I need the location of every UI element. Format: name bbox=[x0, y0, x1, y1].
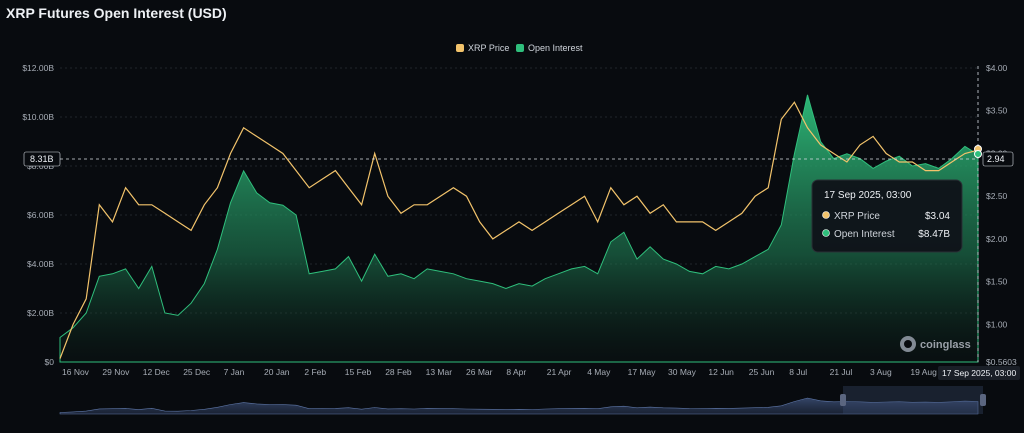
x-tick-label: 16 Nov bbox=[62, 367, 90, 377]
legend-label-oi[interactable]: Open Interest bbox=[528, 43, 583, 53]
crosshair-left-box bbox=[23, 151, 61, 167]
watermark-text: coinglass bbox=[920, 339, 971, 351]
series-open-interest-area bbox=[59, 94, 979, 363]
y-right-tick-label: $4.00 bbox=[986, 63, 1008, 73]
x-tick-label: 25 Dec bbox=[183, 367, 211, 377]
hover-point-oi bbox=[974, 150, 982, 158]
x-tick-label: 19 Aug bbox=[910, 367, 937, 377]
tooltip-price-value: $3.04 bbox=[925, 211, 950, 222]
x-tick-label: 8 Jul bbox=[789, 367, 807, 377]
tooltip-title: 17 Sep 2025, 03:00 bbox=[824, 190, 912, 201]
y-right-tick-label: $0.5603 bbox=[986, 357, 1017, 367]
y-left-tick-label: $2.00B bbox=[27, 308, 54, 318]
x-tick-label: 12 Dec bbox=[143, 367, 171, 377]
y-left-tick-label: $0 bbox=[45, 357, 55, 367]
tooltip-price-label: XRP Price bbox=[834, 211, 880, 222]
series-xrp-price-line bbox=[59, 101, 979, 359]
navigator-right-handle[interactable] bbox=[980, 394, 986, 406]
crosshair-right-label: 2.94 bbox=[987, 154, 1005, 164]
tooltip: 17 Sep 2025, 03:00 XRP Price $3.04 Open … bbox=[811, 179, 963, 253]
tooltip-oi-dot bbox=[822, 229, 830, 237]
x-tick-label: 12 Jun bbox=[708, 367, 734, 377]
x-tick-label: 7 Jan bbox=[224, 367, 245, 377]
chart-title: XRP Futures Open Interest (USD) bbox=[6, 5, 227, 21]
x-tick-label: 13 Mar bbox=[426, 367, 453, 377]
y-axis-right: $0.5603$1.00$1.50$2.00$2.50$3.00$3.50$4.… bbox=[986, 63, 1017, 367]
x-tick-label: 26 Mar bbox=[466, 367, 493, 377]
crosshair-left-label: 8.31B bbox=[30, 154, 54, 164]
crosshair-x-label: 17 Sep 2025, 03:00 bbox=[942, 368, 1016, 378]
y-right-tick-label: $2.50 bbox=[986, 191, 1008, 201]
y-left-tick-label: $6.00B bbox=[27, 210, 54, 220]
tooltip-oi-value: $8.47B bbox=[918, 229, 950, 240]
x-tick-label: 30 May bbox=[668, 367, 697, 377]
legend-label-price[interactable]: XRP Price bbox=[468, 43, 509, 53]
legend: XRP Price Open Interest bbox=[456, 43, 583, 53]
x-tick-label: 2 Feb bbox=[304, 367, 326, 377]
navigator-left-handle[interactable] bbox=[840, 394, 846, 406]
x-tick-label: 21 Apr bbox=[547, 367, 572, 377]
y-left-tick-label: $10.00B bbox=[22, 112, 54, 122]
y-right-tick-label: $3.50 bbox=[986, 106, 1008, 116]
y-left-tick-label: $4.00B bbox=[27, 259, 54, 269]
x-tick-label: 17 May bbox=[628, 367, 657, 377]
crosshair-x-box bbox=[938, 366, 1020, 380]
x-tick-label: 20 Jan bbox=[264, 367, 290, 377]
tooltip-price-dot bbox=[822, 211, 830, 219]
legend-swatch-oi[interactable] bbox=[516, 44, 524, 52]
legend-swatch-price[interactable] bbox=[456, 44, 464, 52]
y-axis-left: $0$2.00B$4.00B$6.00B$8.00B$10.00B$12.00B bbox=[22, 63, 54, 367]
x-tick-label: 15 Feb bbox=[345, 367, 372, 377]
navigator-selection[interactable] bbox=[843, 386, 983, 414]
y-left-tick-label: $12.00B bbox=[22, 63, 54, 73]
x-tick-label: 3 Aug bbox=[870, 367, 892, 377]
y-right-tick-label: $2.00 bbox=[986, 234, 1008, 244]
y-right-tick-label: $1.50 bbox=[986, 277, 1008, 287]
watermark: coinglass bbox=[900, 336, 971, 352]
crosshair-right-box bbox=[982, 151, 1014, 167]
tooltip-oi-label: Open Interest bbox=[834, 229, 895, 240]
x-tick-label: 25 Jun bbox=[749, 367, 775, 377]
x-tick-label: 8 Apr bbox=[506, 367, 526, 377]
navigator[interactable] bbox=[59, 386, 986, 415]
x-tick-label: 21 Jul bbox=[830, 367, 853, 377]
y-right-tick-label: $1.00 bbox=[986, 319, 1008, 329]
x-tick-label: 4 May bbox=[587, 367, 611, 377]
x-axis: 16 Nov 29 Nov 12 Dec 25 Dec 7 Jan 20 Jan 2 Feb… bbox=[62, 367, 969, 377]
x-tick-label: 29 Nov bbox=[102, 367, 130, 377]
x-tick-label: 28 Feb bbox=[385, 367, 412, 377]
